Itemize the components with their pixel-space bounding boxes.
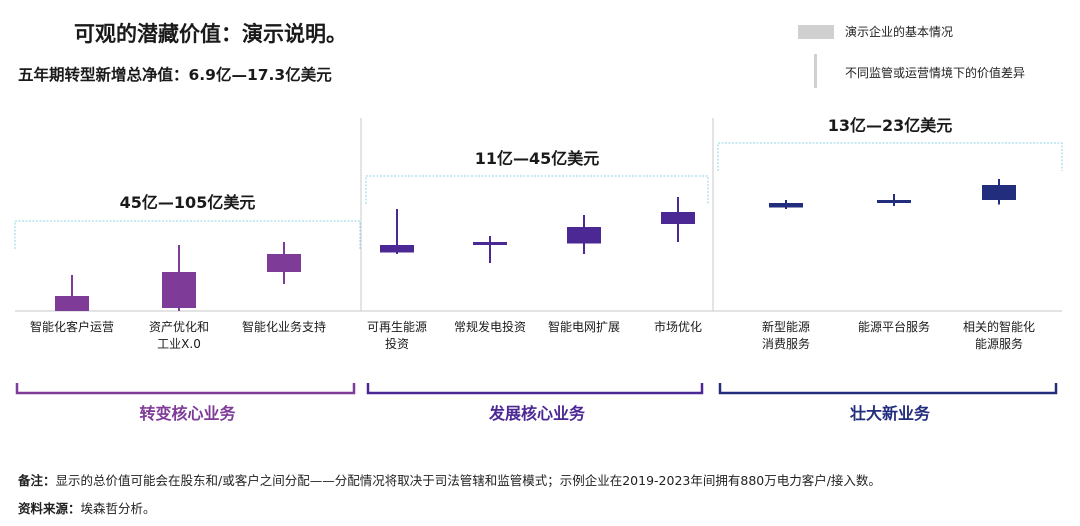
page-title: 可观的潜藏价值：演示说明。 [74, 22, 347, 46]
group-bottom-bracket [718, 383, 1058, 395]
category-label: 新型能源消费服务 [762, 319, 810, 351]
category-label: 能源平台服务 [858, 319, 930, 334]
category-label: 智能化客户运营 [30, 319, 114, 334]
group-bottom-bracket [366, 383, 704, 395]
legend-whisker-label: 不同监管或运营情境下的价值差异 [845, 66, 1026, 80]
candle-box [567, 227, 601, 244]
group-range-label: 11亿—45亿美元 [475, 149, 600, 168]
footnote-note: 备注：显示的总价值可能会在股东和/或客户之间分配——分配情况将取决于司法管辖和监… [18, 470, 881, 489]
chart-subtitle: 五年期转型新增总净值：6.9亿—17.3亿美元 [18, 66, 332, 84]
footnote-note-text: 显示的总价值可能会在股东和/或客户之间分配——分配情况将取决于司法管辖和监管模式… [55, 473, 881, 488]
category-label: 智能电网扩展 [548, 319, 620, 334]
category-label: 常规发电投资 [454, 319, 526, 334]
group-name-label: 转变核心业务 [139, 404, 236, 423]
legend-box-label: 演示企业的基本情况 [845, 25, 954, 39]
candle-box [661, 212, 695, 224]
candle-box [473, 242, 507, 245]
category-label: 市场优化 [654, 319, 702, 334]
category-label: 可再生能源投资 [367, 320, 427, 351]
candle-box [769, 203, 803, 208]
group-range-bracket [717, 142, 1063, 171]
group-range-bracket [14, 220, 361, 249]
candle-box [380, 245, 414, 253]
candle-box [267, 254, 301, 272]
category-label: 资产优化和工业X.0 [149, 320, 209, 351]
group-range-bracket [365, 175, 709, 204]
candle-box [982, 185, 1016, 200]
group-bottom-bracket [15, 383, 356, 395]
candle-box [55, 296, 89, 311]
legend-whisker-swatch [814, 54, 817, 88]
legend-box-swatch [798, 25, 834, 39]
candle-box [162, 272, 196, 308]
group-name-label: 发展核心业务 [488, 404, 586, 423]
footnote-note-label: 备注： [18, 473, 56, 488]
group-range-label: 45亿—105亿美元 [120, 193, 256, 212]
footnote-source-text: 埃森哲分析。 [80, 501, 156, 516]
category-label: 智能化业务支持 [242, 319, 326, 334]
candle-box [877, 200, 911, 203]
footnote-source: 资料来源：埃森哲分析。 [18, 498, 156, 517]
footnote-source-label: 资料来源： [18, 501, 81, 516]
category-label: 相关的智能化能源服务 [963, 319, 1035, 351]
group-range-label: 13亿—23亿美元 [828, 116, 953, 135]
group-name-label: 壮大新业务 [850, 404, 931, 423]
